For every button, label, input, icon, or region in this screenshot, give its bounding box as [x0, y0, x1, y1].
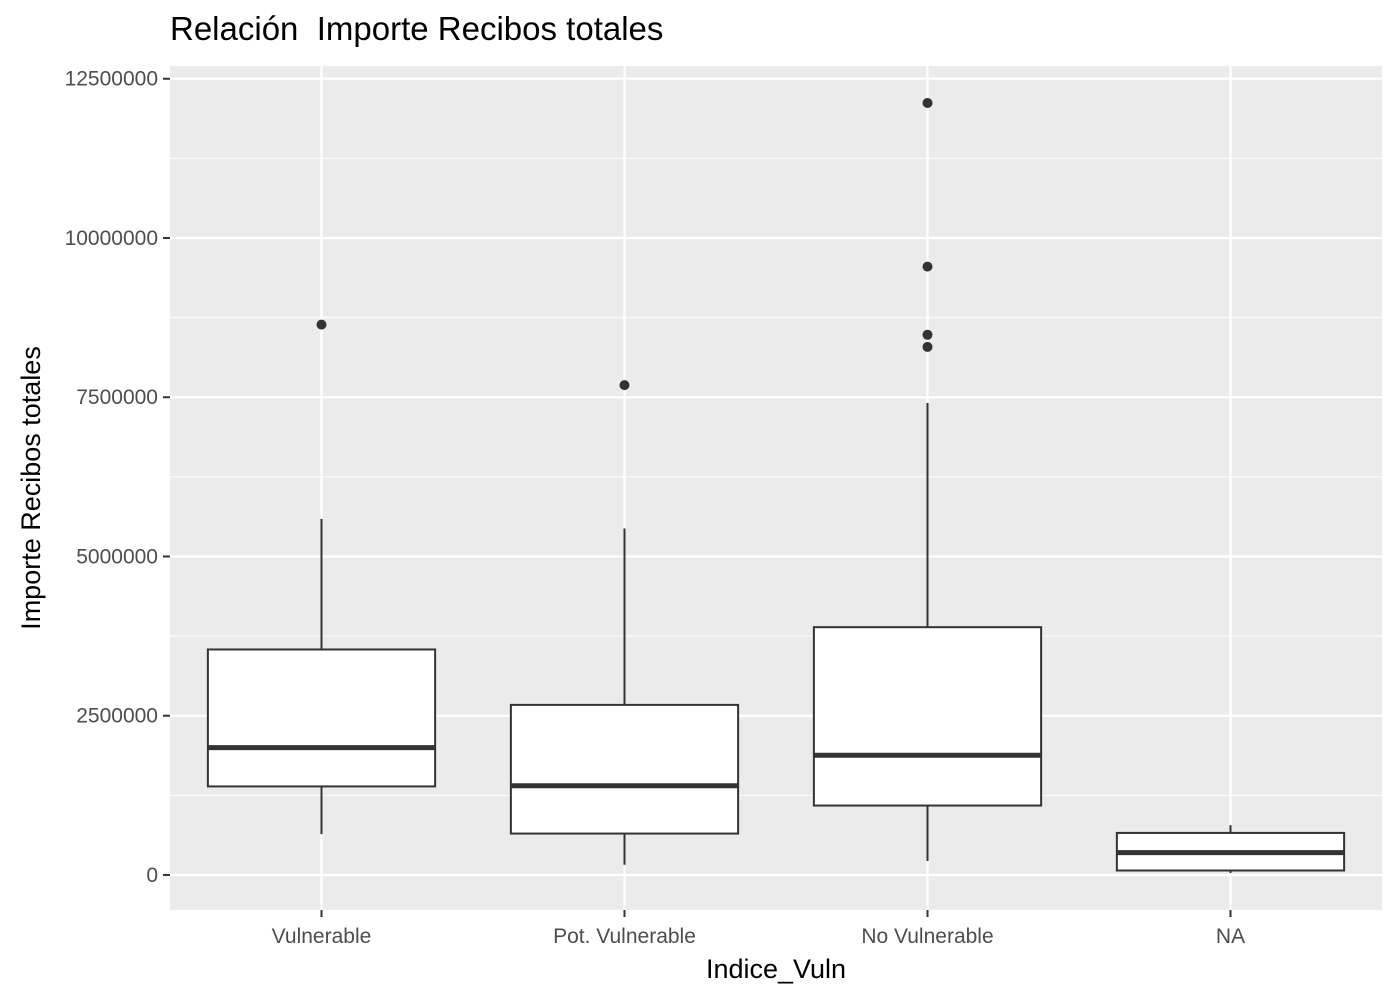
box-group [812, 97, 1043, 861]
box-iqr [206, 648, 437, 788]
x-tick-label: NA [1216, 925, 1245, 948]
x-tick-label: Pot. Vulnerable [553, 925, 696, 948]
y-tick-label: 5000000 [76, 545, 158, 568]
y-tick-label: 7500000 [76, 386, 158, 409]
outlier-point [922, 329, 933, 340]
x-tick-label: No Vulnerable [861, 925, 993, 948]
x-axis-ticks: Vulnerable Pot. Vulnerable No Vulnerable NA [272, 910, 1245, 948]
box-iqr [509, 703, 740, 835]
boxes [206, 97, 1346, 874]
y-axis-title: Importe Recibos totales [16, 346, 46, 630]
outlier-point [619, 380, 630, 391]
outlier-point [922, 97, 933, 108]
x-axis-title: Indice_Vuln [706, 954, 846, 984]
outlier-point [922, 341, 933, 352]
box-group [206, 319, 437, 835]
y-tick-label: 0 [146, 864, 158, 887]
y-tick-label: 2500000 [76, 705, 158, 728]
outlier-point [316, 319, 327, 330]
outlier-point [922, 261, 933, 272]
box-group [1115, 825, 1346, 874]
y-axis-ticks: 0 2500000 5000000 7500000 10000000 12500000 [65, 68, 170, 887]
y-tick-label: 10000000 [65, 227, 158, 250]
box-iqr [812, 626, 1043, 807]
box-group [509, 380, 740, 865]
y-tick-label: 12500000 [65, 68, 158, 91]
x-tick-label: Vulnerable [272, 925, 372, 948]
chart-title: Relación Importe Recibos totales [170, 10, 664, 47]
